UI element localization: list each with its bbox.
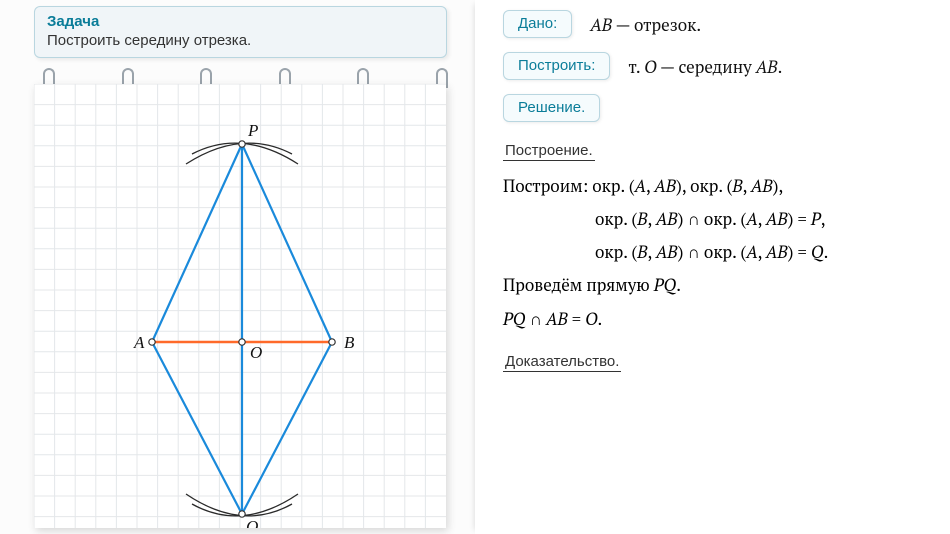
i: AB	[656, 207, 678, 230]
construct-text: т. O — середину AB.	[628, 55, 782, 78]
svg-text:B: B	[344, 333, 355, 352]
constr-line-1: Построим: окр. (A, AB), окр. (B, AB),	[503, 169, 932, 202]
i: AB	[766, 207, 788, 230]
i: AB	[656, 240, 678, 263]
t: ),	[773, 174, 784, 197]
t: ), окр. (	[676, 174, 732, 197]
given-text: AB — отрезок.	[590, 13, 701, 36]
svg-text:P: P	[247, 121, 258, 140]
given-row: Дано: AB — отрезок.	[503, 10, 932, 38]
t: ) ∩ окр. (	[678, 207, 747, 230]
i: B	[637, 207, 647, 230]
math-txt: .	[778, 55, 783, 78]
t: ,	[758, 207, 766, 230]
t: окр. (	[595, 240, 637, 263]
t: ,	[648, 240, 656, 263]
t: ,	[648, 207, 656, 230]
math-it: AB	[756, 55, 778, 78]
task-body: Построить середину отрезка.	[47, 32, 434, 49]
math-it: AB	[590, 13, 612, 36]
t: .	[676, 273, 681, 296]
construction-diagram: A B O P Q	[34, 84, 446, 528]
proof-heading: Доказательство.	[503, 353, 621, 372]
constr-line-2: окр. (B, AB) ∩ окр. (A, AB) = P,	[503, 202, 932, 235]
task-box: Задача Построить середину отрезка.	[34, 6, 447, 58]
t: ) =	[788, 207, 811, 230]
i: A	[635, 174, 646, 197]
svg-text:Q: Q	[246, 517, 258, 528]
t: Проведём прямую	[503, 273, 654, 296]
i: O	[585, 307, 597, 330]
constr-line-3: окр. (B, AB) ∩ окр. (A, AB) = Q.	[503, 235, 932, 268]
solution-pill: Решение.	[503, 94, 600, 122]
i: Q	[811, 240, 824, 263]
svg-text:A: A	[133, 333, 145, 352]
i: AB	[751, 174, 773, 197]
i: AB	[654, 174, 676, 197]
t: ,	[743, 174, 751, 197]
math-it: O	[644, 55, 656, 78]
i: PQ	[654, 273, 676, 296]
t: ) =	[788, 240, 811, 263]
graph-paper: A B O P Q	[34, 84, 446, 528]
constr-line-5: PQ ∩ AB = O.	[503, 302, 932, 335]
math-txt: — середину	[657, 55, 756, 78]
i: AB	[546, 307, 568, 330]
construction-lines: Построим: окр. (A, AB), окр. (B, AB), ок…	[503, 169, 932, 335]
i: A	[746, 207, 757, 230]
t: .	[598, 307, 603, 330]
constr-line-4: Проведём прямую PQ.	[503, 268, 932, 301]
math-txt: — отрезок.	[612, 13, 701, 36]
math-txt: т.	[628, 55, 644, 78]
solution-row: Решение.	[503, 94, 932, 122]
i: P	[811, 207, 821, 230]
t: ∩	[525, 307, 546, 330]
i: PQ	[503, 307, 525, 330]
construct-row: Построить: т. O — середину AB.	[503, 52, 932, 80]
i: A	[746, 240, 757, 263]
i: B	[637, 240, 647, 263]
construct-pill: Построить:	[503, 52, 610, 80]
svg-text:O: O	[250, 343, 262, 362]
i: B	[732, 174, 742, 197]
construction-heading: Построение.	[503, 142, 595, 161]
t: окр. (	[595, 207, 637, 230]
t: ) ∩ окр. (	[678, 240, 747, 263]
i: AB	[766, 240, 788, 263]
task-title: Задача	[47, 13, 434, 30]
t: .	[824, 240, 829, 263]
t: Построим: окр. (	[503, 174, 635, 197]
t: ,	[758, 240, 766, 263]
solution-block: Построение. Построим: окр. (A, AB), окр.…	[503, 136, 932, 380]
t: =	[568, 307, 585, 330]
given-pill: Дано:	[503, 10, 572, 38]
t: ,	[821, 207, 826, 230]
